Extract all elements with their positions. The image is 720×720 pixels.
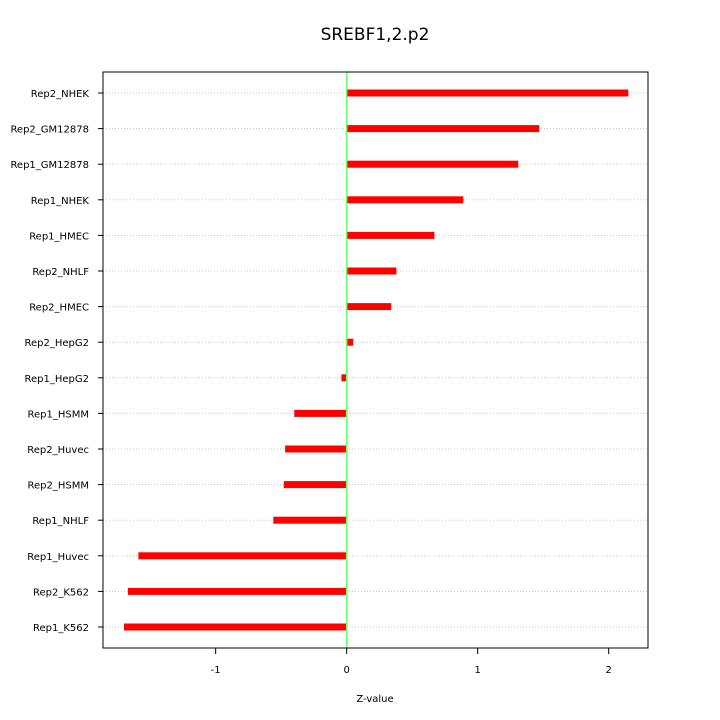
x-axis-label: Z-value xyxy=(356,694,393,705)
y-tick-label: Rep2_HMEC xyxy=(29,303,89,314)
bar-Rep2_HMEC xyxy=(346,303,392,311)
y-tick-label: Rep1_HSMM xyxy=(28,409,89,420)
y-tick-label: Rep2_NHEK xyxy=(31,89,90,100)
y-tick-label: Rep1_Huvec xyxy=(27,552,89,563)
y-tick-label: Rep2_HSMM xyxy=(28,481,89,492)
bar-Rep2_K562 xyxy=(127,587,347,595)
bar-Rep1_HMEC xyxy=(346,231,435,239)
bar-Rep2_Huvec xyxy=(285,445,347,453)
x-tick-label: 2 xyxy=(606,665,612,676)
y-tick-label: Rep1_NHEK xyxy=(31,196,90,207)
y-tick-label: Rep2_GM12878 xyxy=(10,125,89,136)
plot-frame xyxy=(102,71,649,649)
x-tick-label: -1 xyxy=(211,665,221,676)
x-axis: -1 0 1 2 xyxy=(211,647,612,676)
bar-Rep2_GM12878 xyxy=(346,125,540,133)
y-tick-label: Rep1_K562 xyxy=(33,623,89,634)
bar-Rep1_NHLF xyxy=(273,516,347,524)
bar-Rep1_Huvec xyxy=(138,552,347,560)
bar-Rep2_HepG2 xyxy=(346,338,354,346)
bar-Rep2_NHLF xyxy=(346,267,397,275)
y-tick-label: Rep2_HepG2 xyxy=(25,338,90,349)
bar-Rep2_HSMM xyxy=(283,481,347,489)
y-tick-label: Rep2_K562 xyxy=(33,587,89,598)
bar-Rep1_HSMM xyxy=(294,409,347,417)
y-tick-label: Rep1_HepG2 xyxy=(25,374,90,385)
bar-Rep1_K562 xyxy=(123,623,347,631)
bar-Rep1_NHEK xyxy=(346,196,464,204)
bar-Rep2_NHEK xyxy=(346,89,629,97)
x-tick-label: 0 xyxy=(343,665,349,676)
y-tick-labels: Rep2_NHEK Rep2_GM12878 Rep1_GM12878 Rep1_NH… xyxy=(10,89,103,634)
bar-Rep1_GM12878 xyxy=(346,160,519,168)
y-tick-label: Rep1_HMEC xyxy=(29,231,89,242)
y-tick-label: Rep1_NHLF xyxy=(32,516,89,527)
chart-title: SREBF1,2.p2 xyxy=(321,25,430,45)
grid-lines xyxy=(103,92,648,628)
x-tick-label: 1 xyxy=(475,665,481,676)
bar-Rep1_HepG2 xyxy=(341,374,347,382)
y-tick-label: Rep2_Huvec xyxy=(27,445,89,456)
y-tick-label: Rep2_NHLF xyxy=(32,267,89,278)
y-tick-label: Rep1_GM12878 xyxy=(10,160,89,171)
bars xyxy=(123,89,629,631)
